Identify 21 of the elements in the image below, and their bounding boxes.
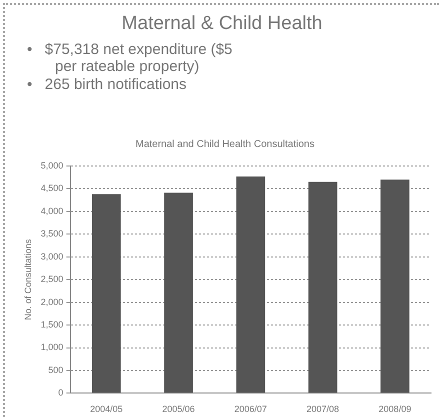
x-tick-label: 2008/09 (378, 404, 412, 414)
y-tick-label: 5,000 (40, 160, 64, 170)
text: • $75,318 net expenditure ($5 per rateable property) (27, 41, 234, 75)
chart-title: Maternal & Child Health (120, 13, 324, 35)
chart-subtitle: Maternal and Child Health Consultations (136, 138, 314, 150)
y-tick-label: 2,000 (40, 296, 64, 307)
text: • 265 birth notifications (27, 76, 188, 93)
y-tick-label: 3,000 (40, 251, 64, 262)
y-tick-label: 3,500 (40, 228, 64, 239)
y-tick-label: 0 (58, 388, 64, 398)
x-tick-label: 2007/08 (306, 404, 340, 414)
x-tick-label: 2004/05 (90, 404, 123, 414)
x-tick-label: 2006/07 (234, 404, 267, 414)
x-tick-label: 2005/06 (162, 404, 195, 414)
y-tick-label: 1,000 (40, 342, 64, 352)
y-tick-label: 4,500 (40, 183, 64, 194)
y-tick-label: 4,000 (40, 206, 64, 216)
y-tick-label: 500 (48, 364, 64, 375)
y-tick-label: 2,500 (40, 274, 64, 284)
y-axis-title: No. of Consultations (22, 238, 33, 320)
y-tick-label: 1,500 (40, 320, 64, 330)
